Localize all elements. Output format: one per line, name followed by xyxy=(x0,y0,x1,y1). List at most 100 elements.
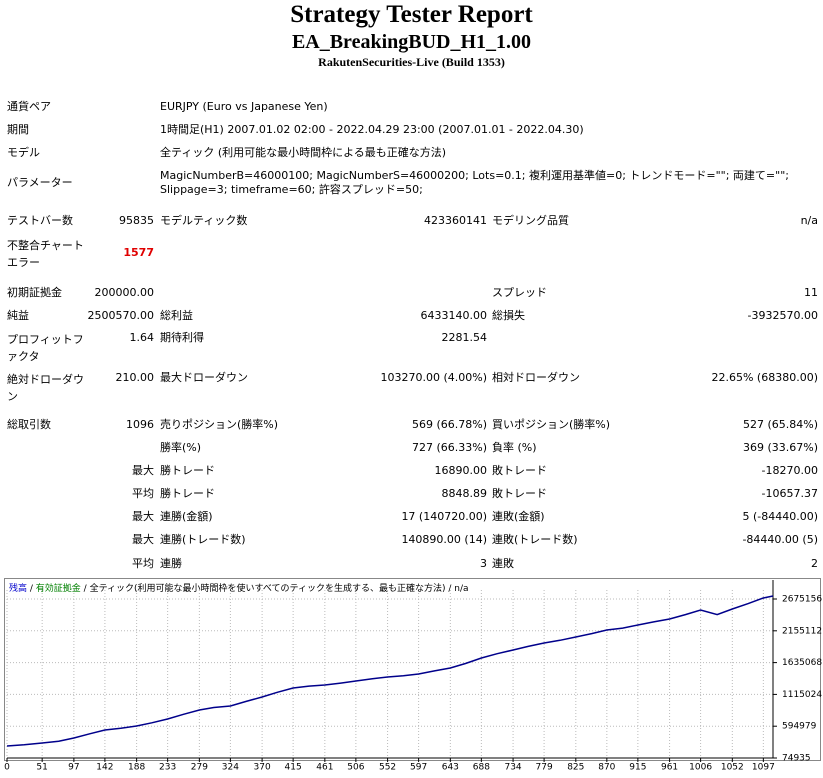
stat-label: 連敗(トレード数) xyxy=(492,533,578,546)
x-tick-label: 506 xyxy=(347,763,364,773)
x-tick-label: 870 xyxy=(598,763,615,773)
legend-entry: 全ティック(利用可能な最小時間枠を使いすべてのティックを生成する、最も正確な方法… xyxy=(90,582,446,594)
stat-label: 相対ドローダウン xyxy=(492,371,580,384)
stat-label: 連敗 xyxy=(492,557,514,570)
stat-value: 1096 xyxy=(126,418,154,431)
y-tick-label: 2675156 xyxy=(782,595,822,605)
info-value: EURJPY (Euro vs Japanese Yen) xyxy=(160,100,328,113)
stat-value: 200000.00 xyxy=(94,286,155,299)
chart-frame xyxy=(4,578,821,761)
stat-value: 727 (66.33%) xyxy=(411,441,487,454)
legend-entry: 残高 xyxy=(9,582,27,594)
stat-value: -18270.00 xyxy=(761,464,818,477)
stat-value: 6433140.00 xyxy=(420,309,487,322)
stat-value: 平均 xyxy=(132,487,154,500)
stat-value: 569 (66.78%) xyxy=(411,418,487,431)
balance-chart: 74935 594979 1115024 1635068 2155112 2675156 0… xyxy=(4,578,822,773)
stat-label: テストバー数 xyxy=(7,214,73,227)
x-tick-label: 734 xyxy=(504,763,521,773)
y-tick-label: 594979 xyxy=(782,722,817,732)
stat-label: 総取引数 xyxy=(7,418,51,431)
x-tick-label: 324 xyxy=(222,763,239,773)
stat-value: 2500570.00 xyxy=(87,309,154,322)
x-tick-label: 279 xyxy=(191,763,208,773)
legend: 残高 / 有効証拠金 / 全ティック(利用可能な最小時間枠を使いすべてのティック… xyxy=(9,582,469,594)
stat-value: 22.65% (68380.00) xyxy=(711,371,818,384)
stat-value: 1.64 xyxy=(129,331,155,344)
x-tick-label: 961 xyxy=(661,763,678,773)
stat-value: 95835 xyxy=(119,214,154,227)
x-tick-label: 1097 xyxy=(752,763,775,773)
stat-value: -3932570.00 xyxy=(747,309,818,322)
stat-value: 最大 xyxy=(132,464,154,477)
stat-label: 総利益 xyxy=(160,309,193,322)
x-tick-label: 233 xyxy=(159,763,176,773)
stat-label: 期待利得 xyxy=(160,331,204,344)
x-tick-label: 0 xyxy=(4,763,10,773)
stat-value: 2 xyxy=(811,557,818,570)
stat-value: 11 xyxy=(804,286,818,299)
stat-value: 210.00 xyxy=(115,371,155,384)
x-tick-label: 825 xyxy=(567,763,584,773)
stat-label: スプレッド xyxy=(492,286,547,299)
info-label: モデル xyxy=(7,146,40,159)
stat-label: 敗トレード xyxy=(492,464,547,477)
stat-value: 5 (-84440.00) xyxy=(742,510,818,523)
x-tick-label: 1052 xyxy=(721,763,744,773)
stat-value: 2281.54 xyxy=(441,331,488,344)
stat-label: 負率 (%) xyxy=(492,441,537,454)
info-value: 全ティック (利用可能な最小時間枠による最も正確な方法) xyxy=(160,146,447,159)
x-tick-label: 643 xyxy=(442,763,459,773)
stat-value: 1577 xyxy=(123,246,154,259)
stat-label: 勝トレード xyxy=(160,487,215,500)
x-tick-label: 915 xyxy=(629,763,646,773)
x-tick-label: 1006 xyxy=(689,763,712,773)
stat-label: 敗トレード xyxy=(492,487,547,500)
info-label: パラメーター xyxy=(7,176,73,189)
report-title: Strategy Tester Report xyxy=(290,1,533,28)
stat-label: 連勝(トレード数) xyxy=(160,533,246,546)
y-tick-label: 2155112 xyxy=(782,626,822,636)
stat-label: 純益 xyxy=(7,309,29,322)
x-tick-label: 552 xyxy=(379,763,396,773)
stat-value: 最大 xyxy=(132,510,154,523)
stat-value: 527 (65.84%) xyxy=(742,418,818,431)
stat-value: 140890.00 (14) xyxy=(401,533,487,546)
stat-label: 連勝(金額) xyxy=(160,510,213,523)
x-tick-label: 142 xyxy=(96,763,113,773)
stat-label: モデルティック数 xyxy=(160,214,248,227)
x-tick-label: 461 xyxy=(316,763,333,773)
stat-value: 8848.89 xyxy=(441,487,488,500)
y-tick-label: 1635068 xyxy=(782,658,822,668)
report-subtitle: EA_BreakingBUD_H1_1.00 xyxy=(291,31,532,53)
stat-value: 最大 xyxy=(132,533,154,546)
stat-value: 16890.00 xyxy=(434,464,488,477)
x-tick-label: 779 xyxy=(536,763,553,773)
balance-line xyxy=(6,595,774,747)
stat-value: n/a xyxy=(800,214,818,227)
stat-value: -84440.00 (5) xyxy=(742,533,818,546)
stat-label: 連敗(金額) xyxy=(492,510,545,523)
x-tick-label: 597 xyxy=(410,763,427,773)
x-tick-label: 97 xyxy=(68,763,79,773)
stat-value: 平均 xyxy=(132,557,154,570)
broker: RakutenSecurities-Live (Build 1353) xyxy=(318,55,505,69)
info-label: 期間 xyxy=(7,123,29,136)
stat-value: 423360141 xyxy=(424,214,487,227)
x-tick-label: 370 xyxy=(254,763,271,773)
stat-value: 3 xyxy=(480,557,487,570)
info-label: 通貨ペア xyxy=(7,100,51,113)
stat-value: 369 (33.67%) xyxy=(742,441,818,454)
info-value: MagicNumberB=46000100; MagicNumberS=4600… xyxy=(160,169,789,196)
stat-value: 17 (140720.00) xyxy=(401,510,487,523)
stat-label: 総損失 xyxy=(492,309,525,322)
legend-entry: 有効証拠金 xyxy=(36,582,81,594)
stat-label: 最大ドローダウン xyxy=(160,371,248,384)
stat-label: 勝トレード xyxy=(160,464,215,477)
stat-value: 103270.00 (4.00%) xyxy=(380,371,487,384)
stat-label: 売りポジション(勝率%) xyxy=(160,418,279,431)
legend-entry: n/a xyxy=(454,584,468,594)
stat-label: モデリング品質 xyxy=(492,214,569,227)
x-tick-label: 688 xyxy=(473,763,490,773)
